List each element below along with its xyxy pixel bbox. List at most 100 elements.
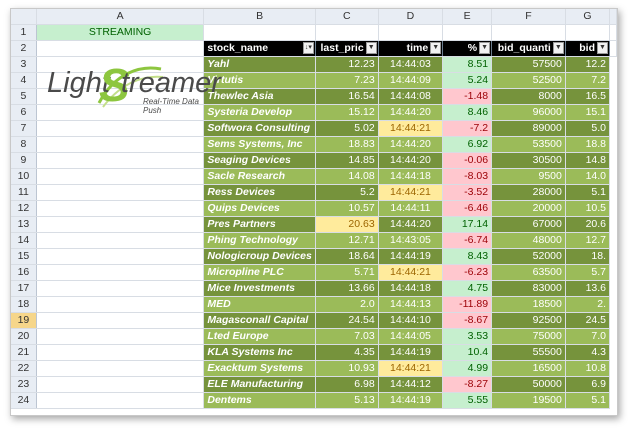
stock-name-cell[interactable]: Magasconall Capital bbox=[203, 312, 316, 329]
last-price-cell[interactable]: 5.2 bbox=[315, 184, 379, 201]
bid-cell[interactable]: 7.2 bbox=[565, 72, 611, 89]
bid-cell[interactable]: 12.2 bbox=[565, 56, 611, 73]
stock-name-cell[interactable]: ELE Manufacturing bbox=[203, 376, 316, 393]
stock-name-cell[interactable]: Micropline PLC bbox=[203, 264, 316, 281]
cell-a20[interactable] bbox=[36, 328, 205, 345]
stock-name-cell[interactable]: Softwora Consulting bbox=[203, 120, 316, 137]
row-header[interactable]: 6 bbox=[11, 104, 37, 121]
time-cell[interactable]: 14:44:10 bbox=[378, 312, 444, 329]
percent-change-cell[interactable]: -6.23 bbox=[442, 264, 493, 281]
empty-cell[interactable] bbox=[491, 24, 566, 41]
time-cell[interactable]: 14:44:21 bbox=[378, 264, 444, 281]
bid-cell[interactable]: 18.8 bbox=[565, 136, 611, 153]
stock-name-cell[interactable]: Pres Partners bbox=[203, 216, 316, 233]
bid-cell[interactable]: 5.0 bbox=[565, 120, 611, 137]
row-header[interactable]: 17 bbox=[11, 280, 37, 297]
cell-a19[interactable] bbox=[36, 312, 205, 329]
time-cell[interactable]: 14:44:03 bbox=[378, 56, 444, 73]
header-time[interactable]: time ▼ bbox=[378, 40, 444, 57]
percent-change-cell[interactable]: -8.27 bbox=[442, 376, 493, 393]
row-header[interactable]: 15 bbox=[11, 248, 37, 265]
row-header[interactable]: 18 bbox=[11, 296, 37, 313]
row-header[interactable]: 3 bbox=[11, 56, 37, 73]
last-price-cell[interactable]: 14.85 bbox=[315, 152, 379, 169]
empty-cell[interactable] bbox=[609, 24, 617, 41]
bid-quantity-cell[interactable]: 89000 bbox=[491, 120, 566, 137]
cell-a12[interactable] bbox=[36, 200, 205, 217]
time-cell[interactable]: 14:43:05 bbox=[378, 232, 444, 249]
cell-a17[interactable] bbox=[36, 280, 205, 297]
empty-cell[interactable] bbox=[203, 24, 316, 41]
cell-a13[interactable] bbox=[36, 216, 205, 233]
cell-a16[interactable] bbox=[36, 264, 205, 281]
column-header-b[interactable]: B bbox=[203, 9, 316, 25]
stock-name-cell[interactable]: Nologicroup Devices bbox=[203, 248, 316, 265]
percent-change-cell[interactable]: -8.03 bbox=[442, 168, 493, 185]
row-header[interactable]: 1 bbox=[11, 24, 37, 41]
last-price-cell[interactable]: 10.93 bbox=[315, 360, 379, 377]
stock-name-cell[interactable]: Lted Europe bbox=[203, 328, 316, 345]
percent-change-cell[interactable]: -6.74 bbox=[442, 232, 493, 249]
time-cell[interactable]: 14:44:19 bbox=[378, 392, 444, 409]
last-price-cell[interactable]: 12.23 bbox=[315, 56, 379, 73]
empty-cell[interactable] bbox=[378, 24, 444, 41]
row-header[interactable]: 4 bbox=[11, 72, 37, 89]
time-cell[interactable]: 14:44:20 bbox=[378, 104, 444, 121]
percent-change-cell[interactable]: 6.92 bbox=[442, 136, 493, 153]
row-header[interactable]: 19 bbox=[11, 312, 37, 329]
last-price-cell[interactable]: 5.02 bbox=[315, 120, 379, 137]
percent-change-cell[interactable]: 4.75 bbox=[442, 280, 493, 297]
bid-quantity-cell[interactable]: 52500 bbox=[491, 72, 566, 89]
percent-change-cell[interactable]: 10.4 bbox=[442, 344, 493, 361]
row-header[interactable]: 14 bbox=[11, 232, 37, 249]
cell-a18[interactable] bbox=[36, 296, 205, 313]
header-last-price[interactable]: last_pric ▼ bbox=[315, 40, 379, 57]
time-cell[interactable]: 14:44:18 bbox=[378, 280, 444, 297]
bid-cell[interactable]: 6.9 bbox=[565, 376, 611, 393]
last-price-cell[interactable]: 5.13 bbox=[315, 392, 379, 409]
bid-quantity-cell[interactable]: 67000 bbox=[491, 216, 566, 233]
stock-name-cell[interactable]: KLA Systems Inc bbox=[203, 344, 316, 361]
percent-change-cell[interactable]: 17.14 bbox=[442, 216, 493, 233]
bid-quantity-cell[interactable]: 8000 bbox=[491, 88, 566, 105]
column-header-a[interactable]: A bbox=[36, 9, 205, 25]
row-header[interactable]: 2 bbox=[11, 40, 37, 57]
bid-quantity-cell[interactable]: 53500 bbox=[491, 136, 566, 153]
column-header-g[interactable]: G bbox=[565, 9, 611, 25]
cell-a3[interactable] bbox=[36, 56, 205, 73]
bid-quantity-cell[interactable]: 28000 bbox=[491, 184, 566, 201]
percent-change-cell[interactable]: 5.24 bbox=[442, 72, 493, 89]
column-header-f[interactable]: F bbox=[491, 9, 566, 25]
time-cell[interactable]: 14:44:20 bbox=[378, 136, 444, 153]
bid-quantity-cell[interactable]: 75000 bbox=[491, 328, 566, 345]
bid-cell[interactable]: 5.1 bbox=[565, 392, 611, 409]
last-price-cell[interactable]: 7.23 bbox=[315, 72, 379, 89]
bid-quantity-cell[interactable]: 57500 bbox=[491, 56, 566, 73]
row-header[interactable]: 16 bbox=[11, 264, 37, 281]
header-stock-name[interactable]: stock_name ↓▾ bbox=[203, 40, 316, 57]
time-cell[interactable]: 14:44:08 bbox=[378, 88, 444, 105]
stock-name-cell[interactable]: Sems Systems, Inc bbox=[203, 136, 316, 153]
stock-name-cell[interactable]: Mice Investments bbox=[203, 280, 316, 297]
bid-cell[interactable]: 18. bbox=[565, 248, 611, 265]
last-price-cell[interactable]: 14.08 bbox=[315, 168, 379, 185]
percent-change-cell[interactable]: -8.67 bbox=[442, 312, 493, 329]
row-header[interactable]: 8 bbox=[11, 136, 37, 153]
cell-a11[interactable] bbox=[36, 184, 205, 201]
percent-change-cell[interactable]: 4.99 bbox=[442, 360, 493, 377]
row-header[interactable]: 13 bbox=[11, 216, 37, 233]
cell-a23[interactable] bbox=[36, 376, 205, 393]
bid-quantity-cell[interactable]: 55500 bbox=[491, 344, 566, 361]
time-cell[interactable]: 14:44:09 bbox=[378, 72, 444, 89]
filter-dropdown-icon[interactable]: ▼ bbox=[365, 42, 377, 54]
row-header[interactable]: 21 bbox=[11, 344, 37, 361]
sort-filter-icon[interactable]: ↓▾ bbox=[302, 42, 314, 54]
last-price-cell[interactable]: 18.64 bbox=[315, 248, 379, 265]
streaming-status-cell[interactable]: STREAMING bbox=[36, 24, 205, 41]
bid-cell[interactable]: 16.5 bbox=[565, 88, 611, 105]
last-price-cell[interactable]: 18.83 bbox=[315, 136, 379, 153]
percent-change-cell[interactable]: 8.46 bbox=[442, 104, 493, 121]
stock-name-cell[interactable]: Thewlec Asia bbox=[203, 88, 316, 105]
row-header[interactable]: 11 bbox=[11, 184, 37, 201]
filter-dropdown-icon[interactable]: ▼ bbox=[430, 42, 442, 54]
